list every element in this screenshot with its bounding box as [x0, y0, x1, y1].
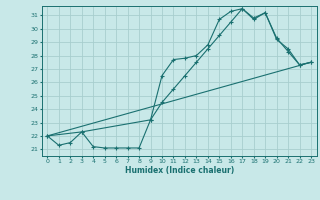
- X-axis label: Humidex (Indice chaleur): Humidex (Indice chaleur): [124, 166, 234, 175]
